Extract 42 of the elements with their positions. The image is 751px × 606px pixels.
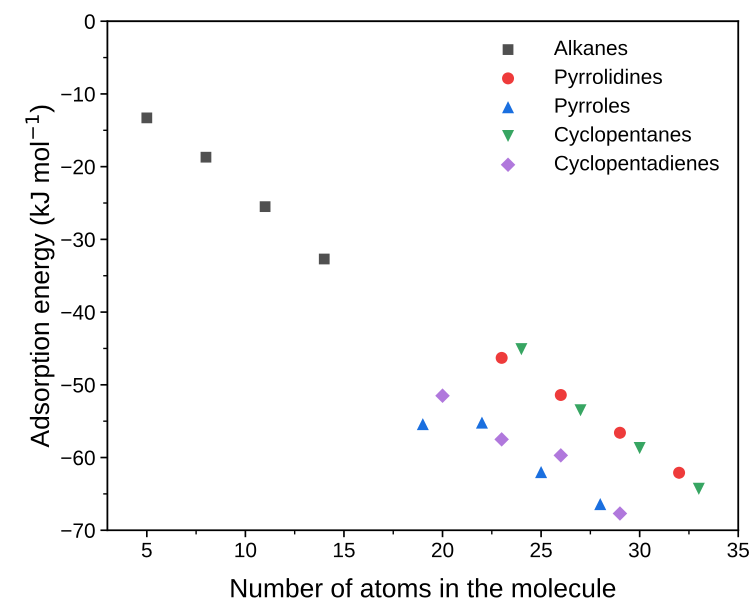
point [612,506,628,521]
point [554,388,567,402]
x-tick-label: 25 [530,542,552,558]
point [494,432,509,447]
point [634,442,646,454]
y-tick-label: 0 [84,14,95,29]
point [574,404,587,416]
x-tick-label: 15 [334,542,355,558]
point [496,352,508,364]
legend-label: Alkanes [554,40,628,56]
y-tick-label: −40 [61,305,95,320]
y-tick-label: −10 [61,86,95,102]
point [673,466,686,479]
point [515,343,528,356]
point [435,388,450,403]
x-tick-label: 10 [235,542,256,558]
point [141,112,152,124]
point [594,498,606,510]
y-tick-label: −30 [61,232,95,248]
point [476,416,488,429]
point [200,152,212,163]
x-tick-label: 5 [142,542,152,558]
point [260,201,270,212]
y-tick-label: −20 [61,160,95,174]
x-tick-label: 20 [432,542,454,558]
legend-label: Cyclopentanes [554,126,691,146]
x-tick-label: 35 [727,542,749,558]
y-tick-label: −70 [61,523,95,538]
y-tick-label: −50 [61,378,95,393]
legend-label: Pyrroles [556,98,630,117]
point [614,426,626,439]
legend-label: Cyclopentadienes [554,155,719,175]
point [318,254,330,264]
legend-label: Pyrrolidines [556,68,662,88]
point [692,482,705,495]
point [416,418,429,430]
y-axis-title: Adsorption energy (kJ mol$^{−1}$) [25,106,54,448]
point [535,466,548,478]
x-tick-label: 30 [628,542,650,558]
point [554,448,568,463]
x-axis-title: Number of atoms in the molecule [231,578,616,598]
y-tick-label: −60 [61,450,95,466]
